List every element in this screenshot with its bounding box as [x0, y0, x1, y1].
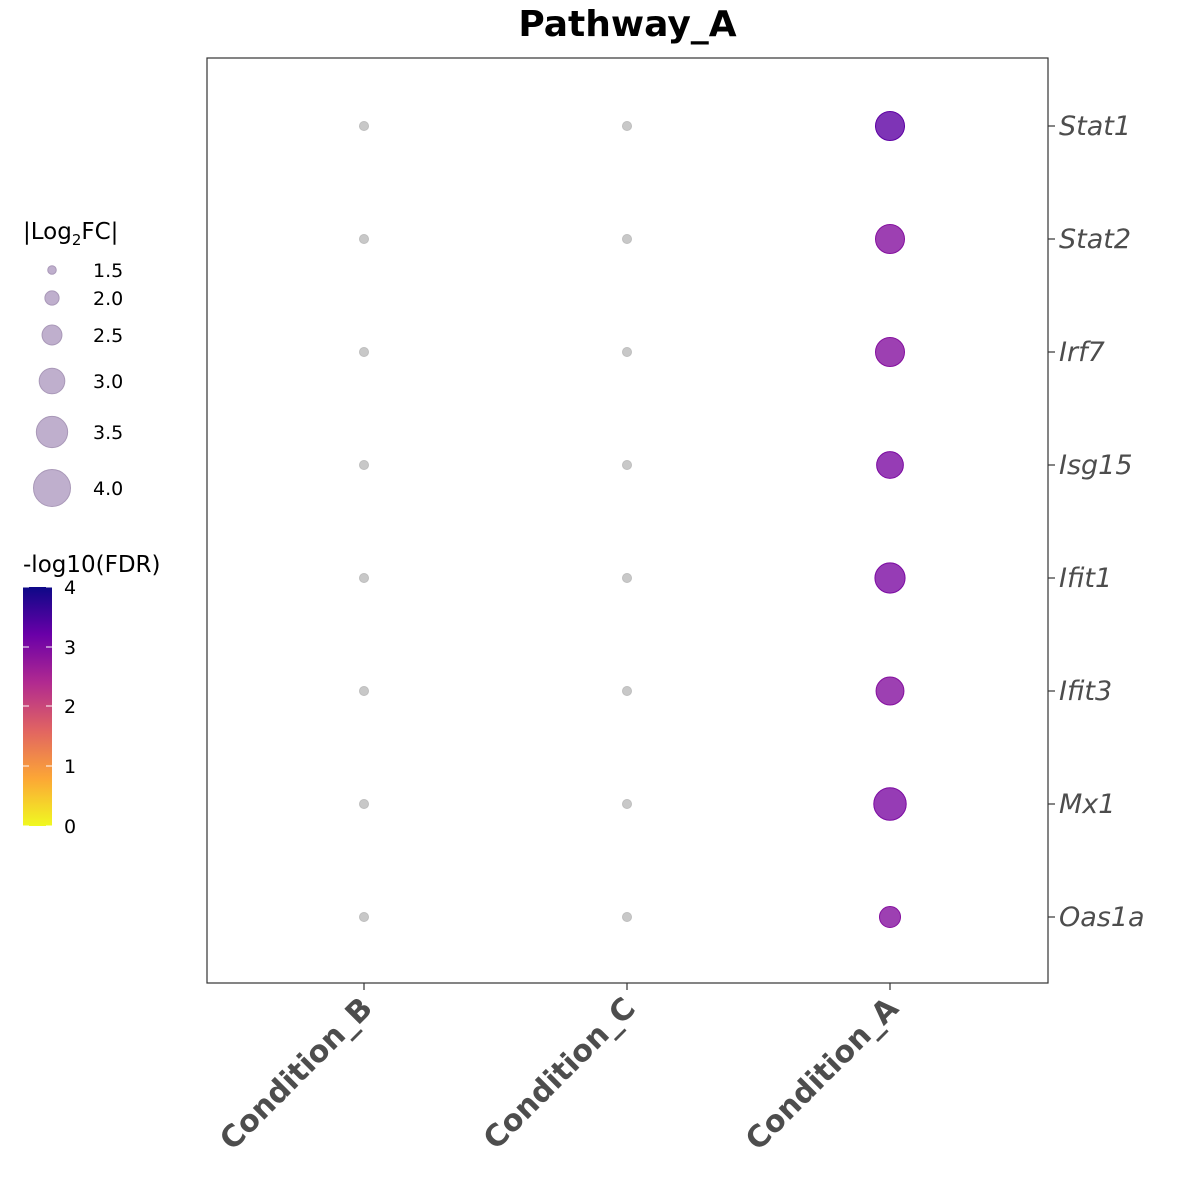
size-legend-label: 3.5 — [93, 422, 123, 444]
color-legend: -log10(FDR) 0 1 2 3 4 — [23, 552, 161, 838]
y-tick-label: Ifit3 — [1059, 676, 1112, 707]
color-legend-label: 3 — [64, 637, 76, 659]
dot-Condition_A-Ifit1 — [874, 562, 906, 594]
size-legend-key — [47, 265, 57, 275]
dot-Condition_B-Stat1 — [359, 121, 369, 131]
color-legend-label: 1 — [64, 756, 76, 778]
dot-Condition_C-Irf7 — [622, 347, 632, 357]
x-tick-label: Condition_A — [739, 990, 906, 1157]
y-tick-label: Mx1 — [1059, 789, 1115, 820]
size-legend-label: 4.0 — [93, 478, 123, 500]
size-legend-label: 3.0 — [93, 371, 123, 393]
dot-Condition_A-Irf7 — [874, 336, 906, 368]
y-tick-label: Stat2 — [1059, 224, 1131, 255]
size-legend: |Log2FC| 1.5 2.0 2.5 3.0 3.5 4.0 — [23, 219, 123, 507]
color-legend-label: 2 — [64, 696, 76, 718]
dot-Condition_B-Mx1 — [359, 799, 369, 809]
dot-Condition_A-Ifit3 — [875, 676, 905, 706]
color-legend-title: -log10(FDR) — [23, 552, 161, 578]
size-legend-label: 1.5 — [93, 260, 123, 282]
dot-Condition_C-Stat2 — [622, 234, 632, 244]
y-tick-label: Irf7 — [1059, 337, 1105, 368]
dot-Condition_B-Isg15 — [359, 460, 369, 470]
dot-Condition_C-Ifit3 — [622, 686, 632, 696]
size-legend-title: |Log2FC| — [23, 219, 118, 249]
dot-Condition_A-Mx1 — [873, 787, 907, 821]
x-tick-label: Condition_C — [477, 991, 643, 1157]
size-legend-key — [41, 324, 63, 346]
size-legend-label: 2.5 — [93, 325, 123, 347]
dot-Condition_C-Ifit1 — [622, 573, 632, 583]
x-tick-label: Condition_B — [213, 991, 379, 1157]
size-legend-key — [44, 290, 60, 306]
chart-title: Pathway_A — [518, 4, 737, 45]
dot-Condition_B-Stat2 — [359, 234, 369, 244]
size-legend-key — [35, 415, 69, 449]
dot-Condition_C-Stat1 — [622, 121, 632, 131]
dot-Condition_A-Oas1a — [878, 905, 902, 929]
dot-Condition_C-Oas1a — [622, 912, 632, 922]
dot-Condition_A-Stat2 — [874, 223, 906, 255]
dot-Condition_A-Stat1 — [874, 110, 906, 142]
size-legend-label: 2.0 — [93, 288, 123, 310]
y-tick-label: Isg15 — [1059, 450, 1133, 481]
dot-Condition_A-Isg15 — [876, 451, 904, 479]
plot-panel — [206, 57, 1049, 984]
size-legend-key — [38, 367, 66, 395]
dot-Condition_B-Irf7 — [359, 347, 369, 357]
y-tick-label: Oas1a — [1059, 902, 1145, 933]
dot-Condition_C-Mx1 — [622, 799, 632, 809]
dot-Condition_B-Ifit3 — [359, 686, 369, 696]
y-tick-label: Ifit1 — [1059, 563, 1112, 594]
color-legend-label: 4 — [64, 577, 76, 599]
dot-Condition_B-Ifit1 — [359, 573, 369, 583]
y-tick-label: Stat1 — [1059, 111, 1131, 142]
dot-Condition_C-Isg15 — [622, 460, 632, 470]
dot-Condition_B-Oas1a — [359, 912, 369, 922]
color-legend-label: 0 — [64, 816, 76, 838]
size-legend-key — [33, 469, 71, 507]
